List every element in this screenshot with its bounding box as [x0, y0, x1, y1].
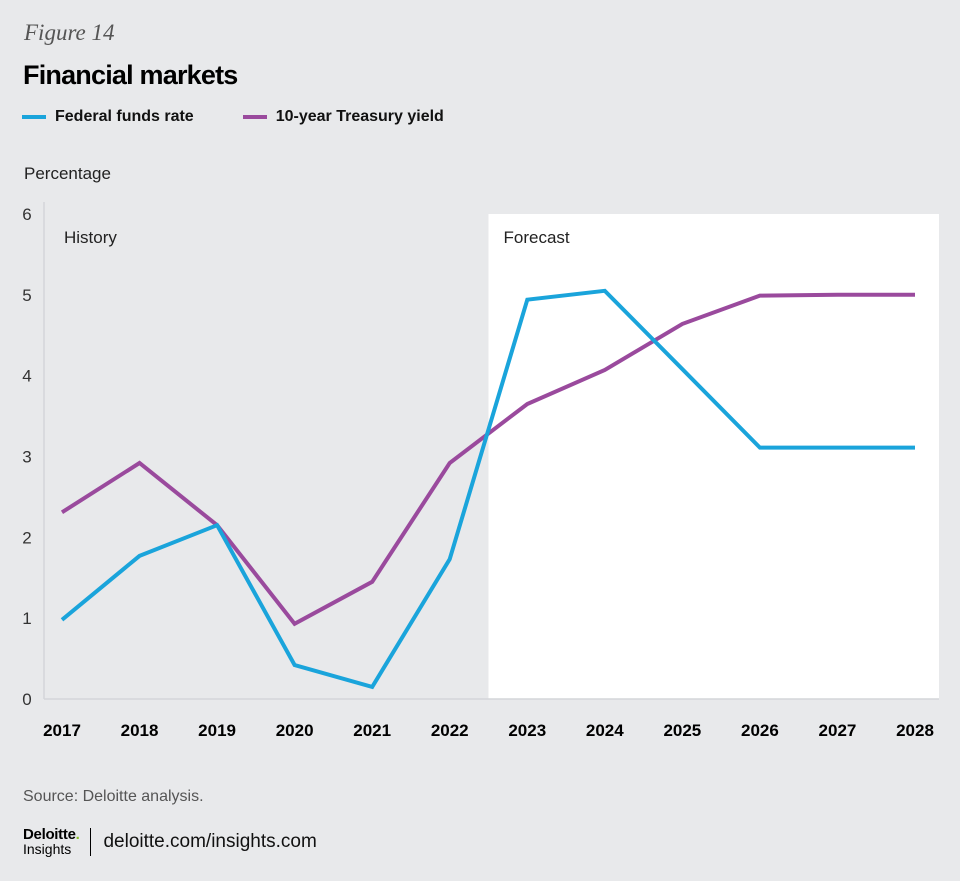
logo-green-dot: . — [75, 826, 80, 843]
y-axis-title: Percentage — [24, 164, 111, 183]
x-tick-label: 2028 — [896, 721, 934, 740]
legend: Federal funds rate 10-year Treasury yiel… — [22, 108, 444, 126]
forecast-label: Forecast — [504, 228, 570, 247]
footer-divider — [90, 828, 92, 856]
legend-item-treasury-yield: 10-year Treasury yield — [242, 108, 444, 126]
deloitte-insights-logo: Deloitte. Insights — [23, 826, 80, 857]
footer: Deloitte. Insights deloitte.com/insights… — [23, 826, 317, 857]
x-tick-label: 2027 — [819, 721, 857, 740]
forecast-region — [488, 214, 939, 699]
x-tick-label: 2020 — [276, 721, 314, 740]
history-label: History — [64, 228, 117, 247]
legend-label-treasury-yield: 10-year Treasury yield — [275, 108, 444, 125]
footer-url[interactable]: deloitte.com/insights.com — [103, 831, 317, 852]
series-line-federal-funds-rate — [60, 288, 915, 690]
x-tick-label: 2017 — [43, 721, 81, 740]
series-lines — [60, 288, 915, 690]
y-tick-label: 2 — [22, 528, 31, 547]
x-ticks: 2017 2018 2019 2020 2021 2022 2023 2024 2025 2026… — [43, 721, 934, 740]
x-tick-label: 2025 — [663, 721, 701, 740]
x-tick-label: 2018 — [121, 721, 159, 740]
x-tick-label: 2026 — [741, 721, 779, 740]
y-tick-label: 3 — [22, 448, 31, 467]
legend-swatch-treasury-yield — [242, 115, 267, 119]
y-ticks: 0 1 2 3 4 5 6 — [22, 205, 31, 709]
y-tick-label: 4 — [22, 367, 31, 386]
y-tick-label: 6 — [22, 205, 31, 224]
figure-label: Figure 14 — [24, 20, 115, 45]
x-tick-label: 2019 — [198, 721, 236, 740]
logo-insights: Insights — [23, 841, 72, 857]
legend-swatch-federal-funds-rate — [22, 115, 46, 119]
x-tick-label: 2024 — [586, 721, 624, 740]
y-tick-label: 1 — [22, 609, 31, 628]
legend-item-federal-funds-rate: Federal funds rate — [22, 108, 194, 126]
x-tick-label: 2023 — [508, 721, 546, 740]
legend-label-federal-funds-rate: Federal funds rate — [55, 108, 194, 125]
x-tick-label: 2021 — [353, 721, 391, 740]
y-tick-label: 5 — [22, 286, 31, 305]
x-tick-label: 2022 — [431, 721, 469, 740]
chart-title: Financial markets — [23, 60, 238, 90]
y-tick-label: 0 — [22, 690, 31, 709]
source-note: Source: Deloitte analysis. — [23, 788, 204, 805]
logo-deloitte: Deloitte — [23, 826, 76, 843]
